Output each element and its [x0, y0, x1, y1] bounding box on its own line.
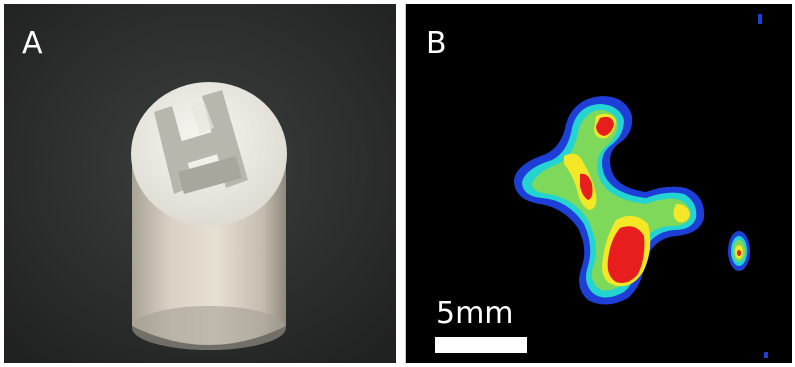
panel-label-a: A: [22, 26, 43, 61]
panel-label-b: B: [426, 26, 447, 61]
scale-bar-label: 5mm: [436, 296, 514, 331]
scale-bar: [435, 337, 527, 353]
cylinder-photo: [4, 4, 396, 363]
photo-panel: A: [4, 4, 396, 363]
heatmap-panel: B 5mm: [405, 4, 792, 363]
